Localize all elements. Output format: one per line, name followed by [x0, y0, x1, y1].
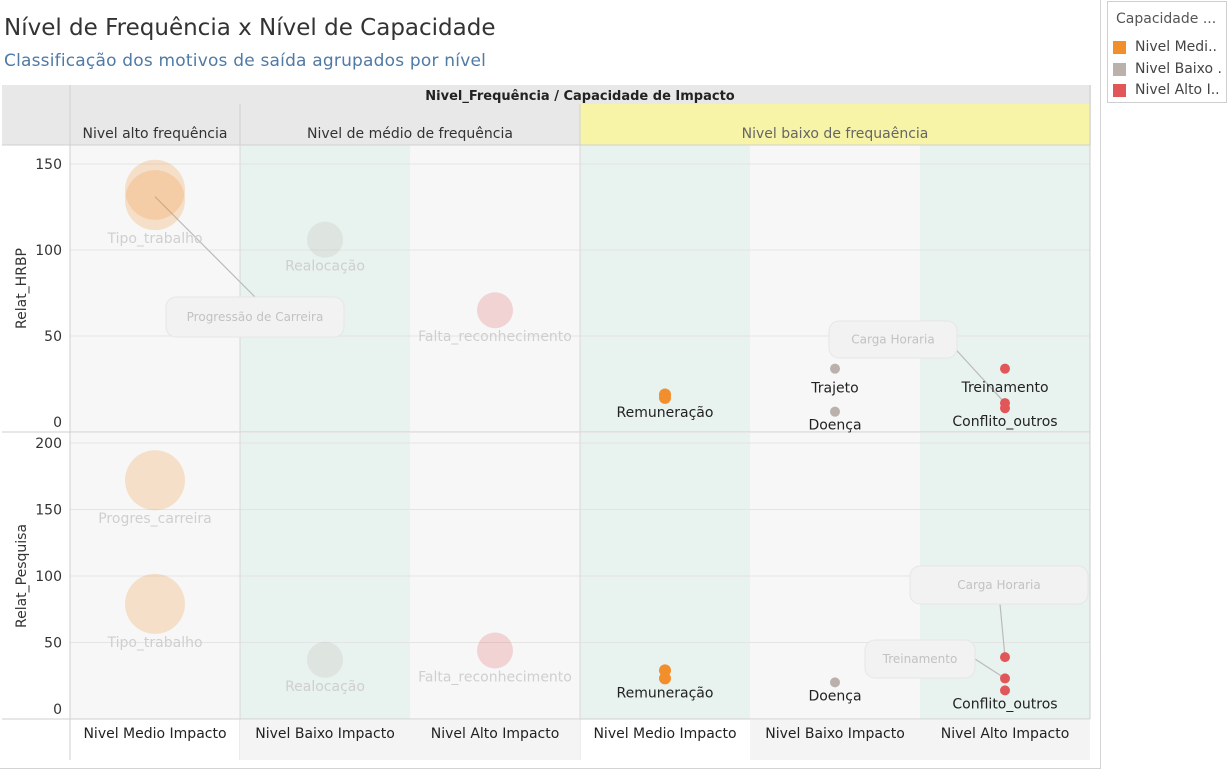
data-point [307, 641, 343, 678]
point-label: Realocação [285, 259, 365, 275]
pane-band [580, 145, 750, 432]
row-axis-label: Relat_HRBP [14, 248, 30, 329]
point-label: Doença [808, 688, 861, 704]
corner-cell [2, 85, 70, 145]
y-tick-label: 150 [35, 157, 62, 173]
annotation-box [828, 320, 958, 359]
axis-band [750, 720, 1090, 760]
x-tick-label: Nivel Baixo Impacto [765, 726, 905, 742]
y-tick-label: 150 [35, 503, 62, 519]
frequency-group-label: Nivel alto frequência [83, 126, 228, 142]
annotation-connector [999, 603, 1006, 658]
frequency-group-label: Nivel baixo de frequaência [742, 126, 929, 142]
point-label: Treinamento [960, 380, 1048, 396]
annotation-text: Progressão de Carreira [187, 310, 324, 324]
y-tick-label: 50 [44, 636, 62, 652]
data-point [1000, 673, 1010, 684]
data-point [830, 677, 840, 688]
point-label: Conflito_outros [952, 696, 1057, 712]
legend-item-baixo[interactable]: Nivel Baixo .. [1113, 61, 1225, 79]
chart-frame [0, 0, 1101, 769]
point-label: Progres_carreira [98, 511, 212, 527]
annotation-connector [154, 196, 256, 298]
point-label: Falta_reconhecimento [418, 669, 572, 685]
axis-band [240, 720, 580, 760]
frequency-group-label: Nivel de médio de frequência [307, 126, 513, 142]
legend-label: Nivel Baixo .. [1135, 61, 1223, 77]
x-tick-label: Nivel Alto Impacto [431, 726, 560, 742]
annotation-box [909, 565, 1089, 605]
data-point [830, 406, 840, 417]
point-label: Doença [808, 418, 861, 434]
x-tick-label: Nivel Medio Impacto [83, 726, 226, 742]
point-label: Tipo_trabalho [106, 231, 202, 247]
data-point [1000, 652, 1010, 663]
scatter-chart[interactable]: Nivel alto frequência Nivel de médio de f… [0, 0, 1100, 771]
y-tick-label: 0 [53, 415, 62, 431]
row-axis-label: Relat_Pesquisa [14, 524, 30, 628]
column-header-title: Nivel_Frequência / Capacidade de Impacto [425, 89, 735, 104]
annotation-text: Treinamento [882, 652, 958, 666]
x-tick-label: Nivel Medio Impacto [593, 726, 736, 742]
legend-label: Nivel Medi.. [1135, 39, 1217, 55]
color-legend[interactable]: Capacidade ... Nivel Medi.. Nivel Baixo … [1107, 1, 1227, 103]
y-tick-label: 200 [35, 436, 62, 452]
annotation-text: Carga Horaria [957, 578, 1041, 592]
point-label: Remuneração [617, 405, 714, 421]
point-label: Falta_reconhecimento [418, 329, 572, 345]
legend-label: Nivel Alto I.. [1135, 82, 1220, 98]
chart-title: Nível de Frequência x Nível de Capacidad… [4, 15, 496, 41]
data-point [659, 391, 671, 404]
point-label: Trajeto [810, 381, 858, 397]
data-point [1000, 685, 1010, 696]
data-point [477, 292, 513, 329]
point-label: Remuneração [617, 685, 714, 701]
x-tick-label: Nivel Baixo Impacto [255, 726, 395, 742]
y-tick-label: 100 [35, 569, 62, 585]
x-tick-label: Nivel Alto Impacto [941, 726, 1070, 742]
legend-swatch [1113, 84, 1126, 97]
y-tick-label: 100 [35, 243, 62, 259]
annotation-connector [947, 340, 1006, 404]
data-point [477, 632, 513, 669]
chart-subtitle: Classificação dos motivos de saída agrup… [4, 51, 487, 71]
data-point [830, 363, 840, 374]
point-label: Conflito_outros [952, 414, 1057, 430]
data-point [125, 170, 185, 231]
annotation-box [864, 639, 976, 679]
legend-title: Capacidade ... [1116, 11, 1217, 27]
data-point [1000, 363, 1010, 374]
point-label: Realocação [285, 679, 365, 695]
legend-item-medio[interactable]: Nivel Medi.. [1113, 39, 1225, 57]
data-point [307, 221, 343, 258]
data-point [125, 573, 185, 634]
pane-band [920, 145, 1090, 432]
data-point [659, 672, 671, 685]
legend-swatch [1113, 41, 1126, 54]
group-header-highlight [580, 104, 1090, 145]
pane-band [240, 145, 410, 432]
y-tick-label: 0 [53, 702, 62, 718]
annotation-box [165, 296, 345, 338]
y-tick-label: 50 [44, 329, 62, 345]
data-point [1000, 403, 1010, 414]
annotation-text: Carga Horaria [851, 333, 935, 347]
data-point [125, 450, 185, 511]
legend-item-alto[interactable]: Nivel Alto I.. [1113, 82, 1225, 100]
annotation-connector [974, 658, 1006, 679]
data-point [125, 159, 185, 220]
point-label: Tipo_trabalho [106, 635, 202, 651]
legend-swatch [1113, 63, 1126, 76]
